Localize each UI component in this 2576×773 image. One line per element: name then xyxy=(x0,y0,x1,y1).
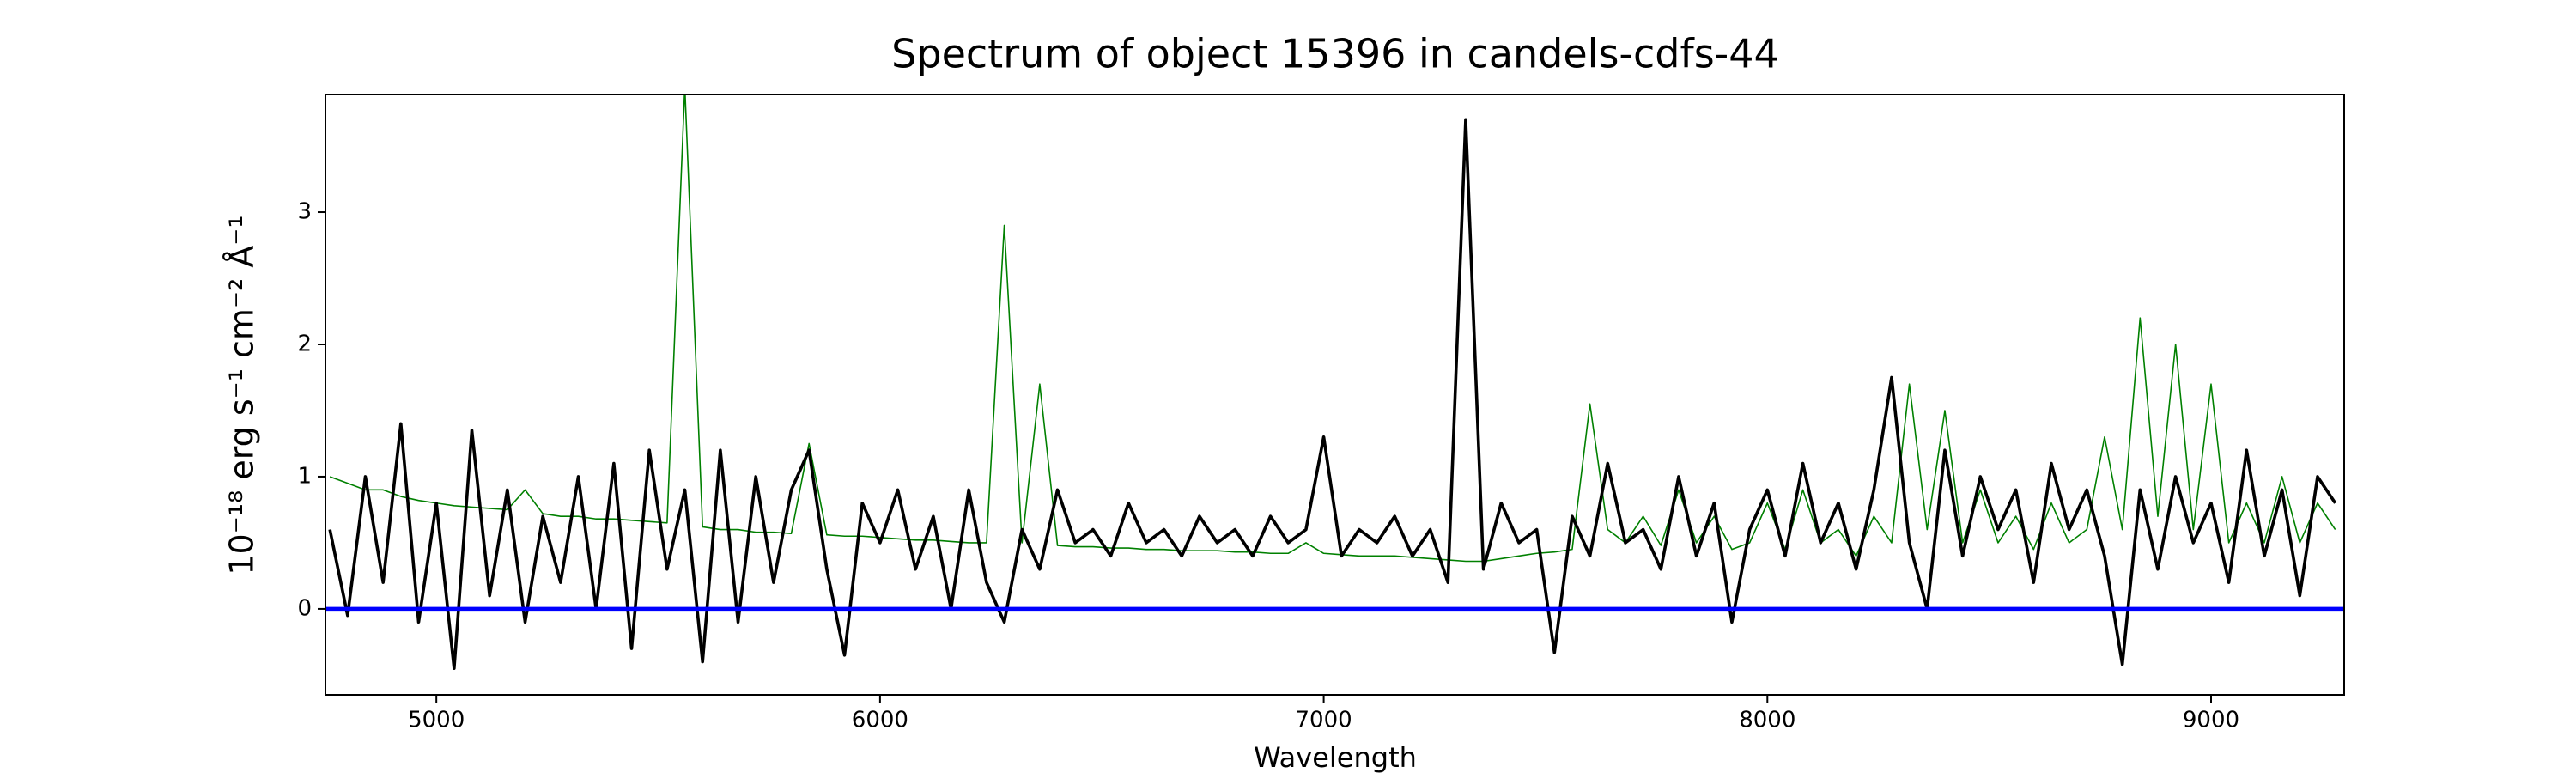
y-tick-label: 2 xyxy=(297,331,312,356)
spectrum-line xyxy=(328,118,2337,671)
y-tick-label: 3 xyxy=(297,199,312,225)
y-tick-label: 0 xyxy=(297,595,312,621)
x-tick-label: 8000 xyxy=(1739,708,1795,733)
axes-frame xyxy=(325,94,2345,696)
x-tick-label: 9000 xyxy=(2183,708,2239,733)
chart-title: Spectrum of object 15396 in candels-cdfs… xyxy=(891,31,1779,77)
x-axis-label: Wavelength xyxy=(1254,741,1417,773)
x-tick-label: 5000 xyxy=(408,708,465,733)
x-tick-label: 6000 xyxy=(852,708,908,733)
y-axis-label: 10⁻¹⁸ erg s⁻¹ cm⁻² Å⁻¹ xyxy=(223,215,261,575)
plot-area xyxy=(325,94,2344,671)
y-tick-label: 1 xyxy=(297,463,312,489)
spectrum-line xyxy=(329,94,2336,563)
x-tick-label: 7000 xyxy=(1295,708,1352,733)
